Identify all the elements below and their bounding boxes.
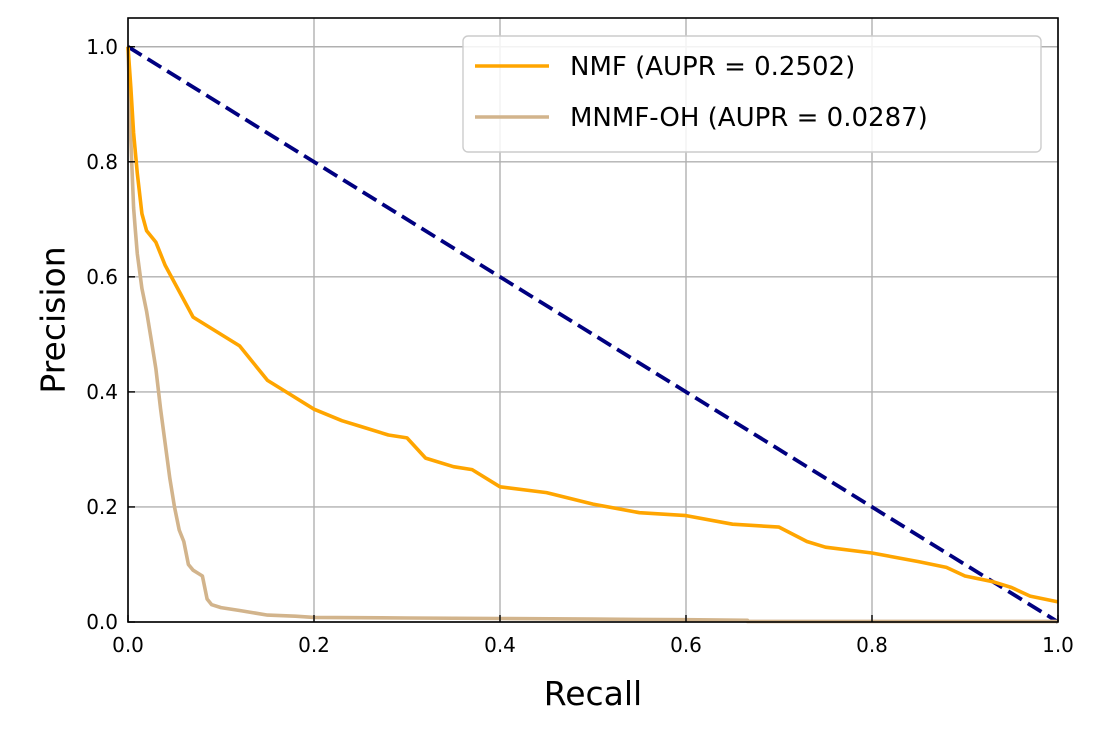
x-tick-label: 0.0 xyxy=(112,633,144,657)
legend-box xyxy=(462,35,1042,153)
y-tick-label: 0.8 xyxy=(86,150,118,174)
y-tick-label: 0.2 xyxy=(86,495,118,519)
legend-label: NMF (AUPR = 0.2502) xyxy=(570,52,855,82)
reference-diagonal-line xyxy=(127,45,1059,624)
y-tick-label: 0.6 xyxy=(86,265,118,289)
series-group xyxy=(126,45,1059,624)
series-line-nmf xyxy=(126,46,1059,604)
plot-frame xyxy=(127,17,1059,623)
y-tick-label: 0.0 xyxy=(86,610,118,634)
x-tick-label: 0.2 xyxy=(298,633,330,657)
series-line-mnmf-oh xyxy=(126,46,1058,624)
y-tick-label: 1.0 xyxy=(86,35,118,59)
y-tick-label: 0.4 xyxy=(86,380,118,404)
x-axis-label: Recall xyxy=(544,674,642,713)
x-tick-label: 1.0 xyxy=(1042,633,1074,657)
y-axis-label: Precision xyxy=(34,246,73,393)
x-tick-label: 0.4 xyxy=(484,633,516,657)
x-tick-label: 0.6 xyxy=(670,633,702,657)
legend-label: MNMF-OH (AUPR = 0.0287) xyxy=(570,103,928,133)
legend: NMF (AUPR = 0.2502) MNMF-OH (AUPR = 0.028… xyxy=(462,35,1042,153)
x-tick-label: 0.8 xyxy=(856,633,888,657)
axis-ticks: 0.0 0.2 0.4 0.6 0.8 1.0 0.0 0.2 0.4 0.6 0.8 1.0 xyxy=(86,35,1074,657)
